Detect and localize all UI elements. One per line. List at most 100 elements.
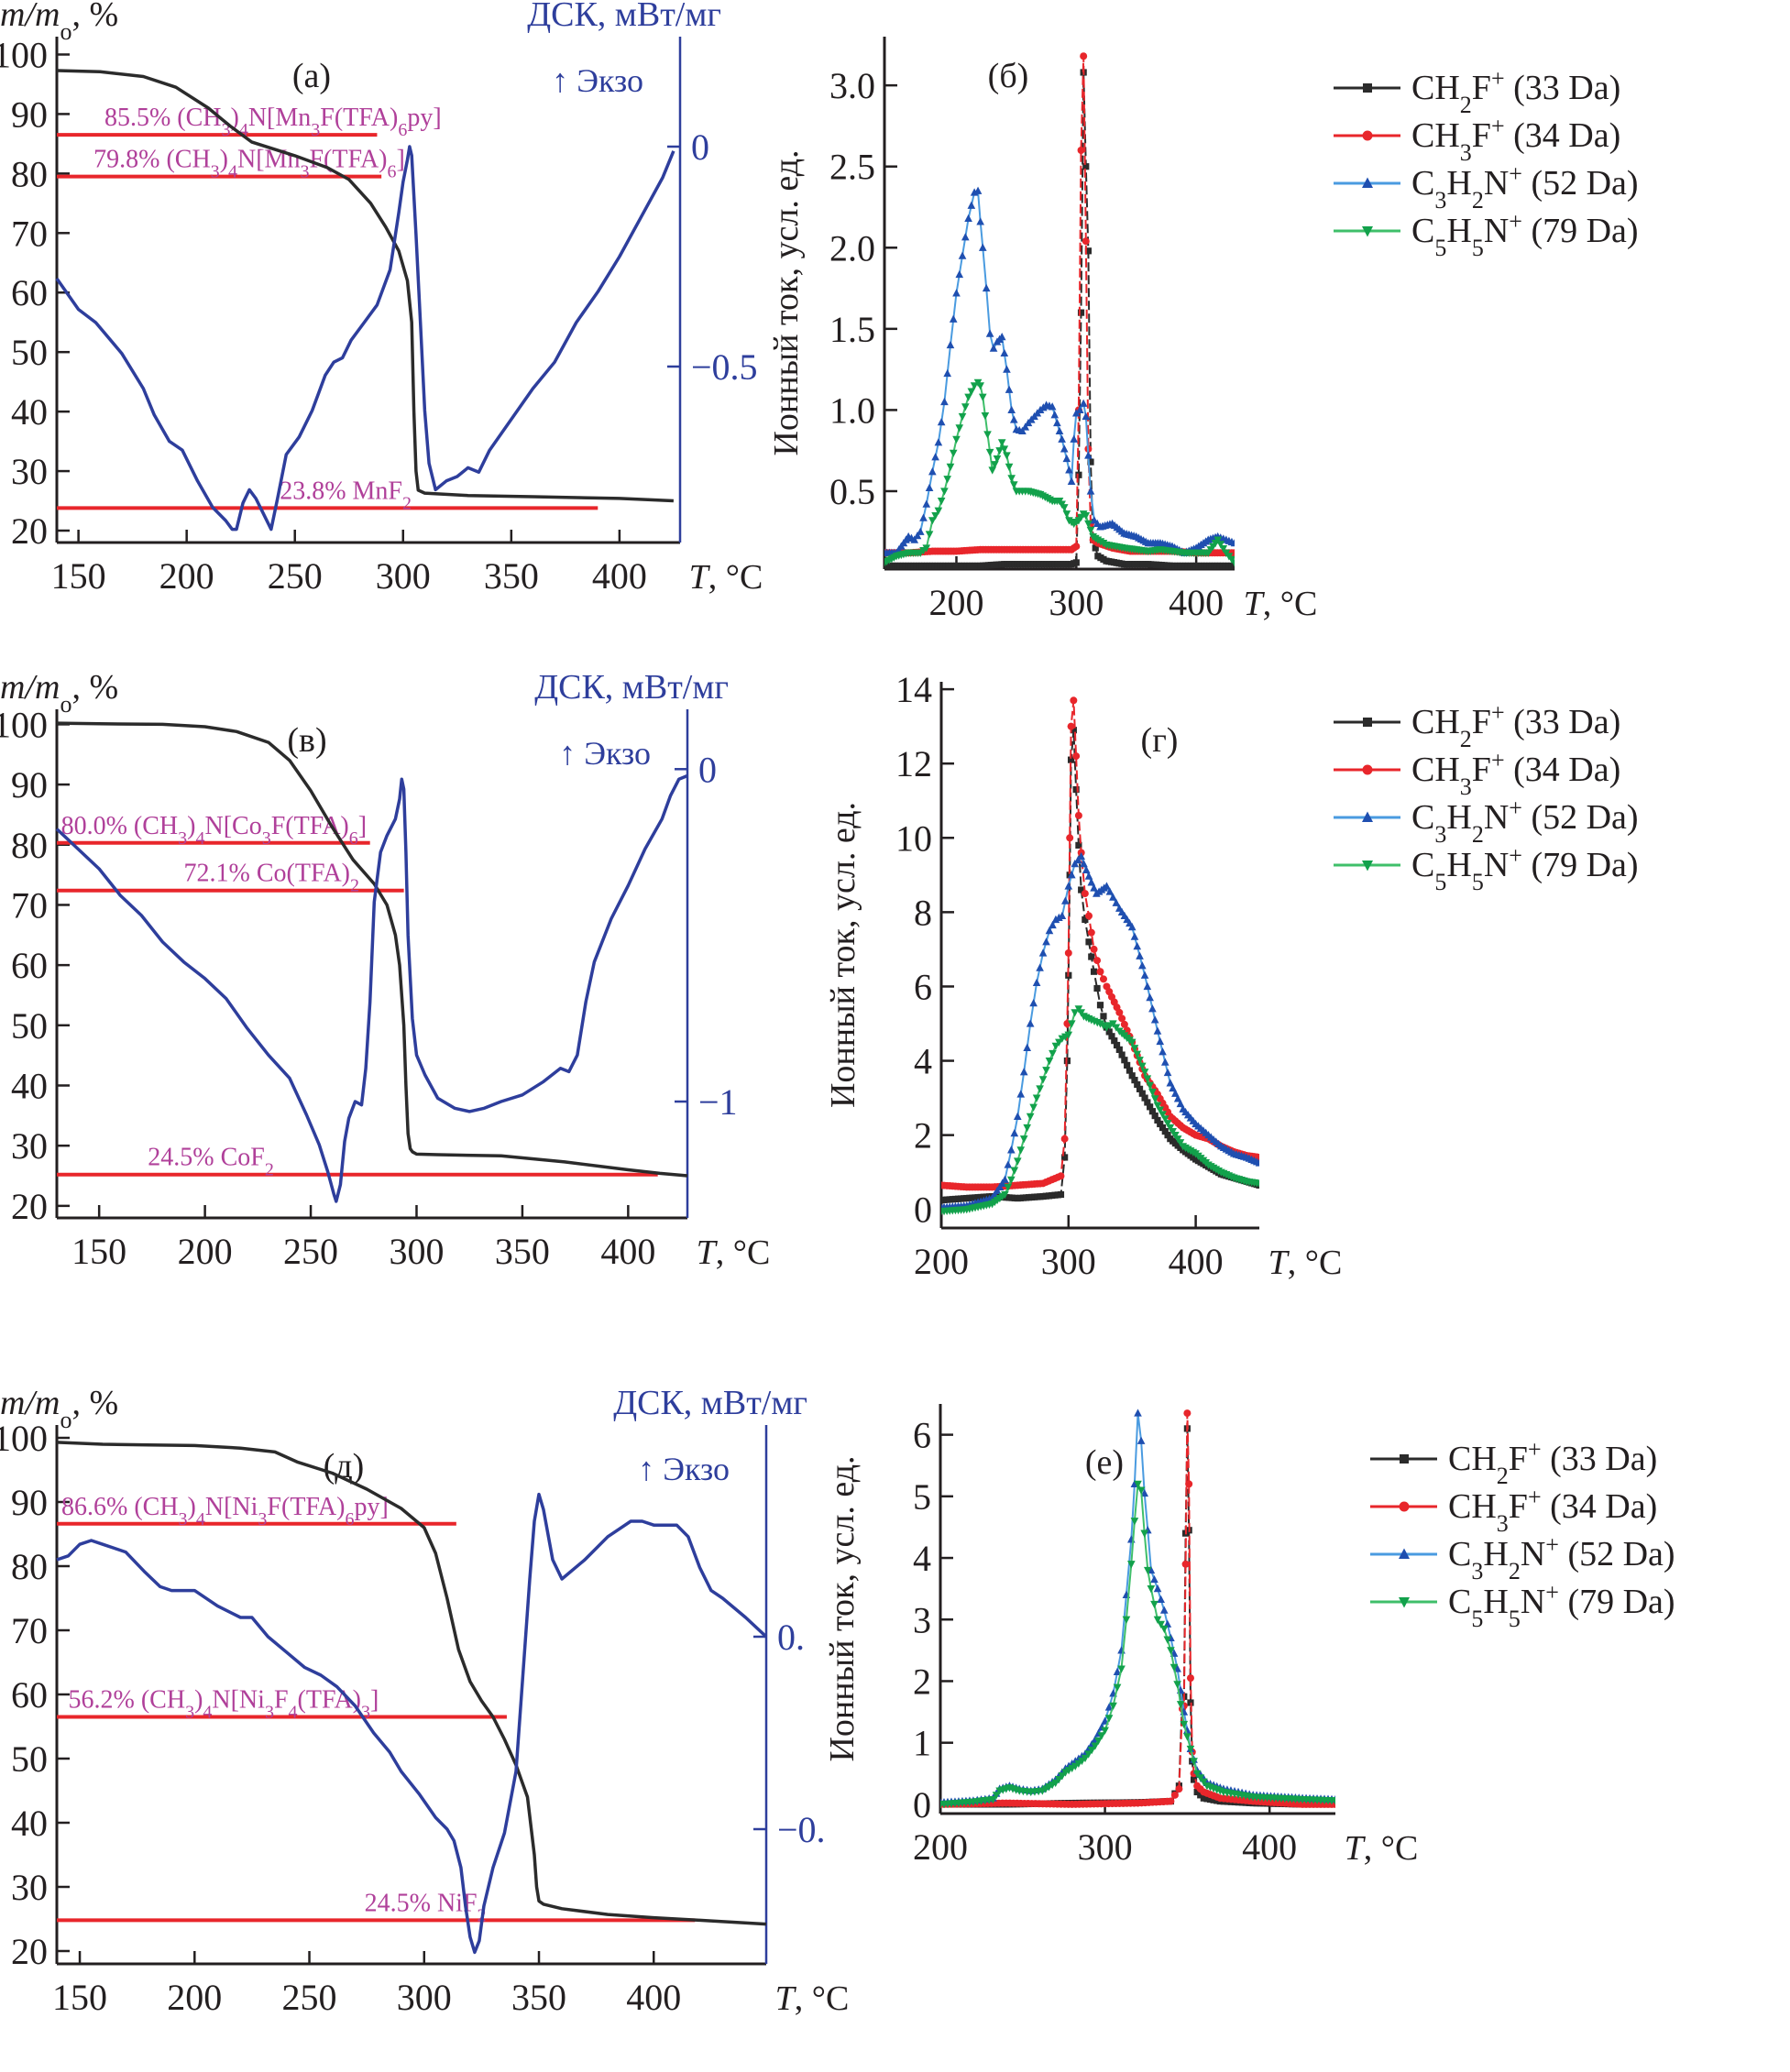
x-tick-label: 300 bbox=[1078, 1826, 1133, 1868]
data-point bbox=[1042, 1067, 1050, 1075]
data-point bbox=[1230, 559, 1235, 567]
data-point bbox=[1130, 1045, 1139, 1053]
exo-direction-label: ↑ Экзо bbox=[638, 1451, 730, 1487]
legend-item: CH3F+ (34 Da) bbox=[1334, 747, 1620, 800]
data-point bbox=[1130, 932, 1139, 940]
data-point bbox=[1062, 510, 1071, 519]
data-point bbox=[1133, 1050, 1142, 1058]
x-tick-label: 400 bbox=[1169, 1241, 1224, 1282]
data-point bbox=[1084, 451, 1093, 459]
data-point bbox=[1042, 937, 1050, 946]
data-point bbox=[1090, 883, 1098, 892]
data-point bbox=[1096, 968, 1104, 976]
data-point bbox=[1117, 1665, 1126, 1673]
data-point bbox=[1112, 898, 1121, 906]
y-tick-label: 20 bbox=[11, 510, 48, 552]
data-point bbox=[1005, 385, 1014, 393]
data-point bbox=[1147, 1585, 1156, 1594]
data-point bbox=[1113, 1683, 1122, 1692]
y-tick-label: 0 bbox=[914, 1189, 932, 1231]
data-point bbox=[1137, 1062, 1147, 1070]
y-tick-label: 100 bbox=[0, 1418, 48, 1459]
y2-tick-label: 0 bbox=[698, 749, 717, 790]
data-point bbox=[922, 499, 931, 508]
x-tick-label: 300 bbox=[397, 1977, 452, 2018]
data-point bbox=[1192, 1770, 1202, 1778]
data-point bbox=[1007, 405, 1016, 414]
x-tick-label: 300 bbox=[376, 555, 431, 597]
data-point bbox=[1093, 957, 1102, 965]
data-point bbox=[1167, 1647, 1175, 1655]
data-point bbox=[1121, 1057, 1128, 1064]
y-tick-label: 3.0 bbox=[829, 65, 875, 106]
data-point bbox=[913, 532, 922, 540]
data-point bbox=[937, 418, 946, 426]
y-tick-label: 70 bbox=[11, 213, 48, 254]
y2-tick-label: −0.5 bbox=[691, 346, 758, 388]
data-point bbox=[1183, 1733, 1192, 1741]
data-point bbox=[1126, 1561, 1136, 1569]
data-point bbox=[993, 455, 1002, 464]
x-tick-label: 250 bbox=[283, 1231, 338, 1272]
data-point bbox=[1019, 1135, 1028, 1144]
annotation-label: 85.5% (CH3)4N[Mn3F(TFA)6py] bbox=[104, 104, 442, 140]
data-point bbox=[1060, 1135, 1069, 1143]
data-point bbox=[961, 403, 970, 411]
data-point bbox=[1064, 948, 1072, 957]
data-point bbox=[1058, 434, 1066, 443]
data-point bbox=[1097, 1732, 1106, 1740]
data-point bbox=[1060, 504, 1069, 512]
legend-item: C5H5N+ (79 Da) bbox=[1334, 842, 1639, 895]
data-point bbox=[931, 511, 939, 521]
dsc-curve bbox=[56, 1492, 768, 1955]
x-tick-label: 150 bbox=[71, 1231, 126, 1272]
tg-curve bbox=[56, 1441, 767, 1926]
data-point bbox=[1064, 1031, 1073, 1039]
data-point bbox=[1032, 1094, 1041, 1102]
data-point bbox=[1057, 1190, 1065, 1199]
data-point bbox=[1140, 1069, 1149, 1077]
y-tick-label: 60 bbox=[11, 272, 48, 313]
y2-tick-label: −1 bbox=[698, 1081, 738, 1123]
data-point bbox=[1070, 696, 1078, 705]
data-point bbox=[1186, 1745, 1195, 1754]
panel-label: (б) bbox=[988, 57, 1029, 95]
y-tick-label: 30 bbox=[11, 1867, 48, 1908]
data-point bbox=[1127, 1038, 1137, 1047]
data-point bbox=[1023, 1124, 1032, 1133]
y-tick-label: 80 bbox=[11, 825, 48, 866]
data-point bbox=[1146, 992, 1154, 1002]
data-point bbox=[1085, 912, 1093, 920]
data-point bbox=[1074, 811, 1082, 819]
panel-label: (г) bbox=[1141, 721, 1179, 760]
y-tick-label: 100 bbox=[0, 34, 48, 75]
y-axis-title: m/mo, % bbox=[0, 1384, 118, 1433]
data-point bbox=[1090, 968, 1098, 975]
data-point bbox=[1173, 1094, 1182, 1102]
data-point bbox=[981, 412, 990, 421]
data-point bbox=[1153, 1026, 1162, 1035]
panel-label: (а) bbox=[292, 57, 331, 95]
x-tick-label: 350 bbox=[495, 1231, 550, 1272]
data-point bbox=[1072, 543, 1081, 551]
y-tick-label: 90 bbox=[11, 1482, 48, 1523]
data-point bbox=[1166, 1079, 1175, 1087]
data-point bbox=[949, 314, 958, 323]
data-point bbox=[1054, 1775, 1063, 1784]
annotation-label: 56.2% (CH3)4N[Ni3F4(TFA)3] bbox=[69, 1686, 379, 1723]
data-point bbox=[1067, 722, 1075, 730]
data-point bbox=[1134, 1409, 1142, 1417]
data-point bbox=[1190, 1758, 1198, 1766]
legend-marker bbox=[1399, 1548, 1410, 1559]
data-point bbox=[1127, 922, 1137, 931]
series-line bbox=[940, 1413, 1335, 1805]
data-point bbox=[1001, 1175, 1009, 1183]
y-tick-label: 2.0 bbox=[829, 227, 875, 269]
data-point bbox=[1067, 477, 1076, 485]
y-tick-label: 3 bbox=[913, 1599, 931, 1640]
legend-marker bbox=[1399, 1597, 1410, 1608]
annotation-label: 80.0% (CH3)4N[Co3F(TFA)6] bbox=[61, 812, 367, 849]
y2-axis-title: ДСК, мВт/мг bbox=[527, 0, 721, 34]
data-point bbox=[1061, 896, 1070, 904]
data-point bbox=[1057, 1172, 1065, 1180]
